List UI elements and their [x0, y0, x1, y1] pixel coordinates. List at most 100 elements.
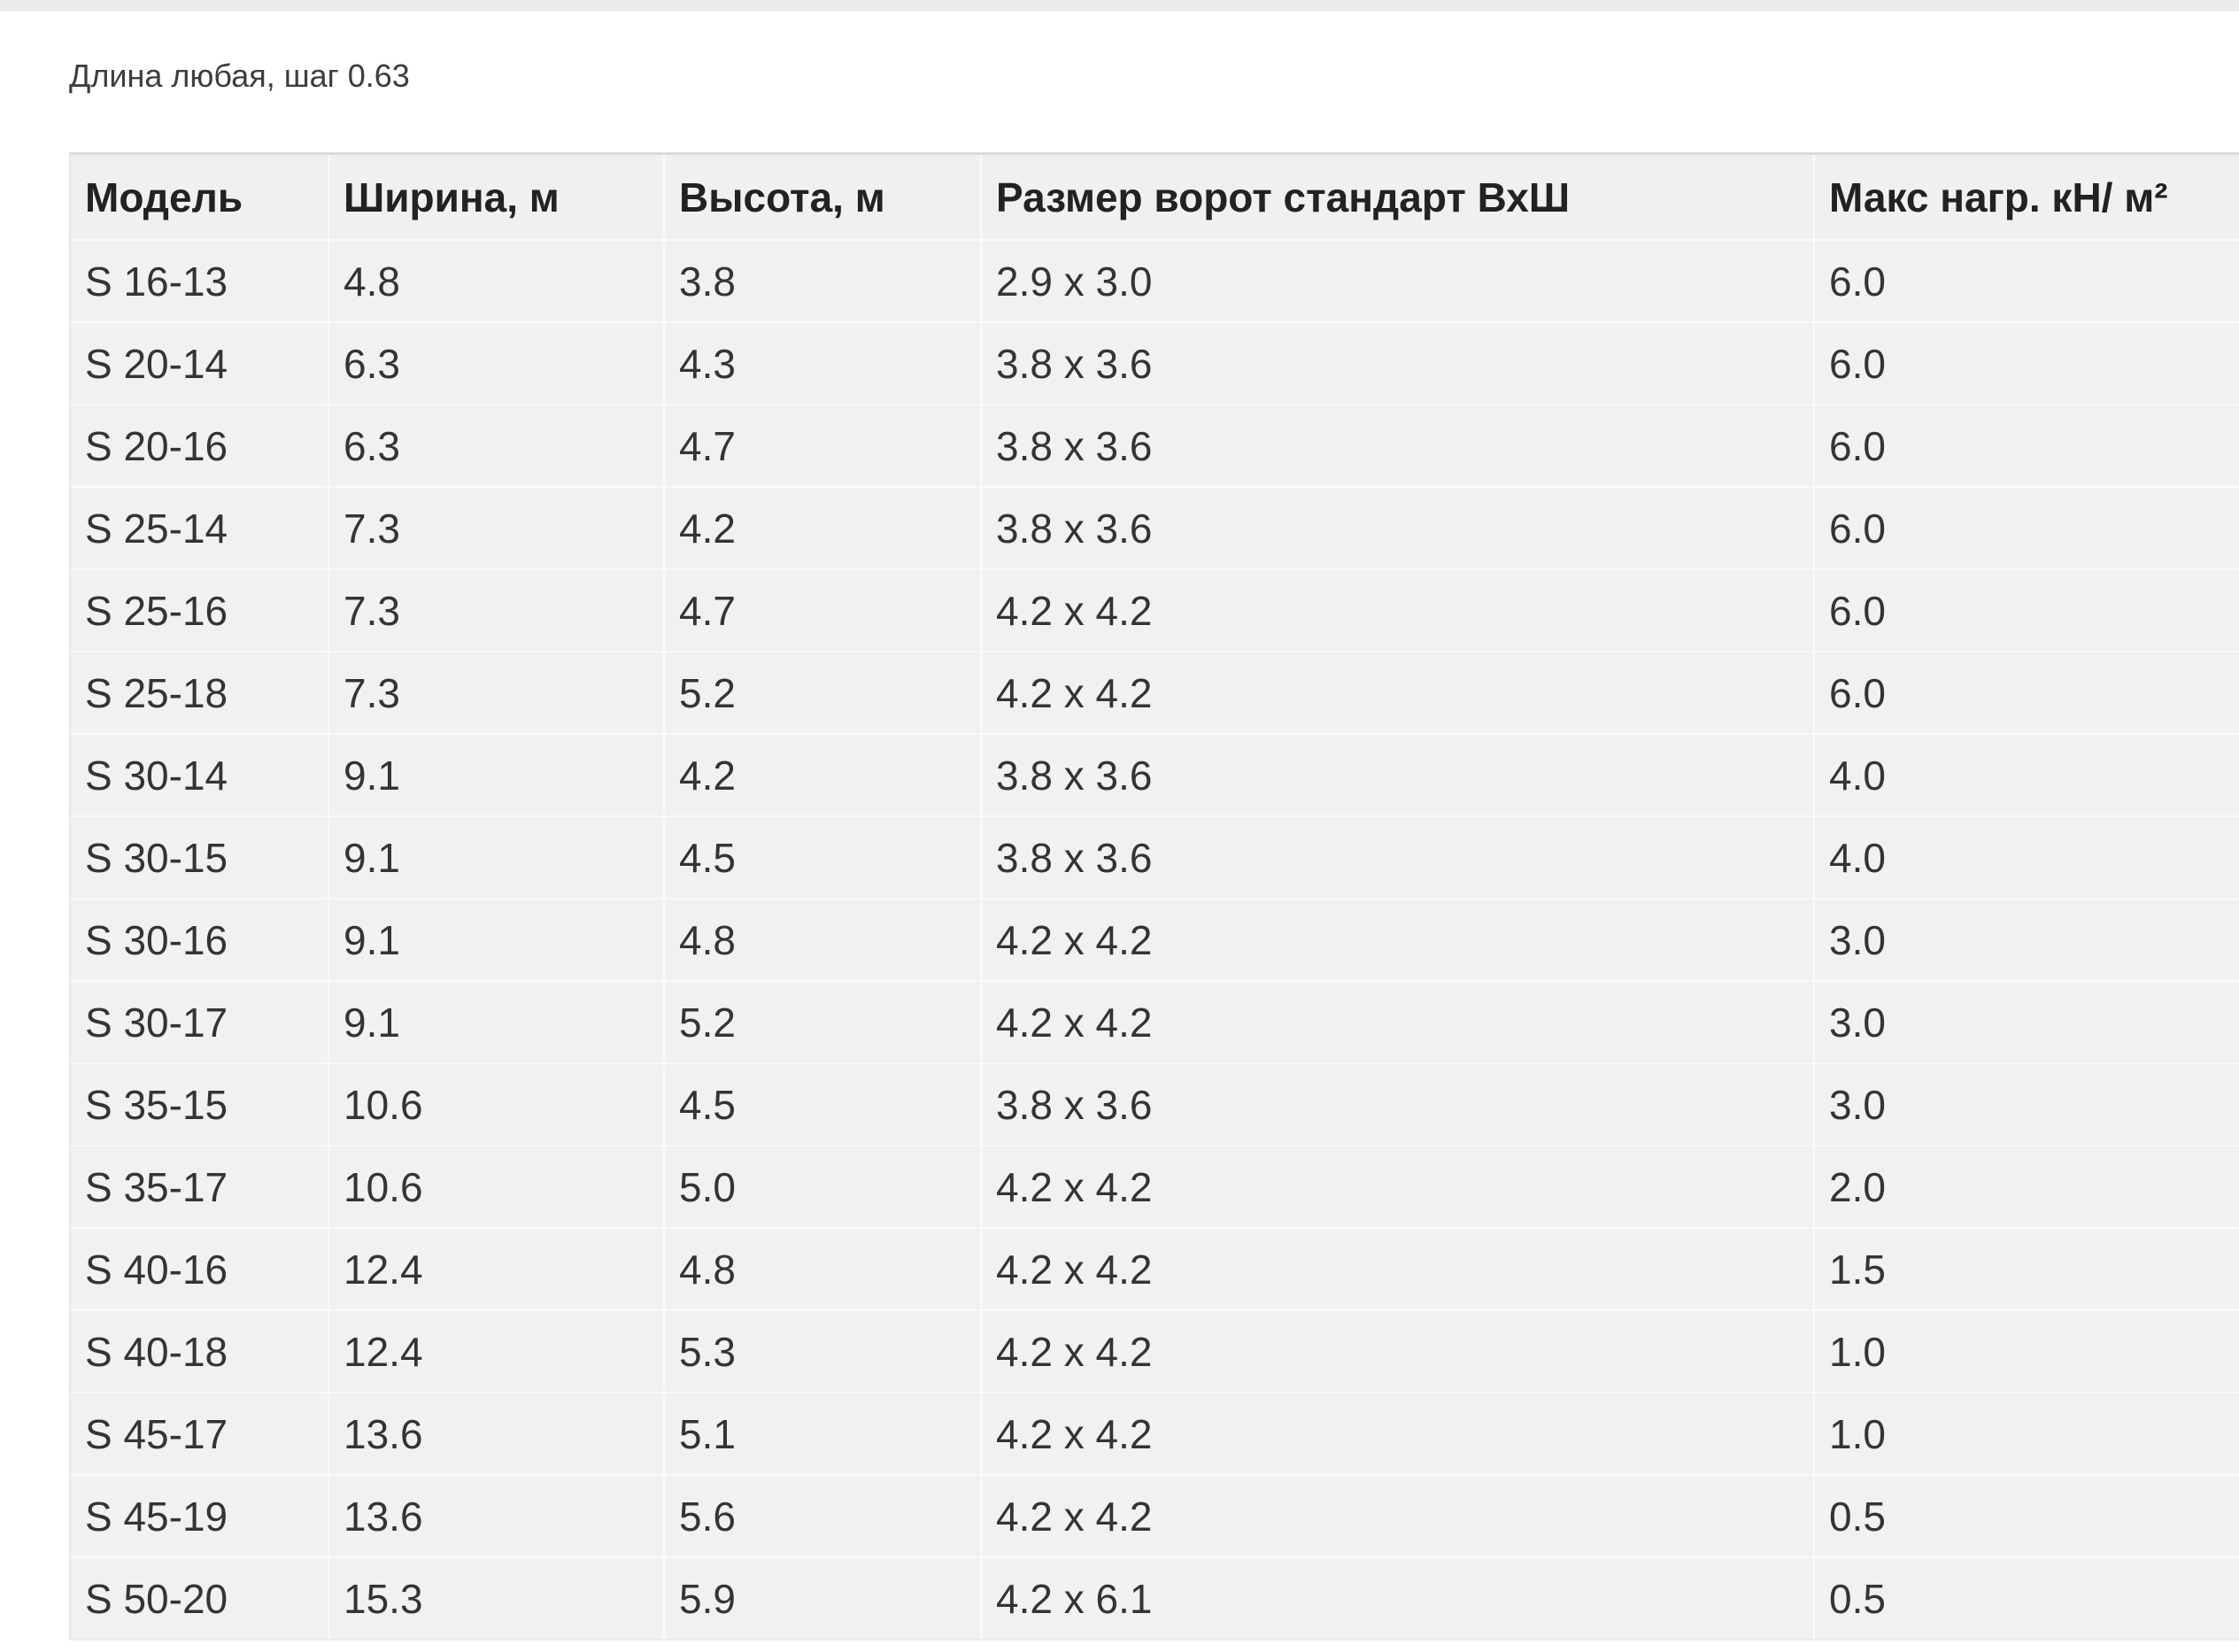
cell-max-load: 0.5: [1813, 1474, 2239, 1557]
cell-gate-size: 3.8 x 3.6: [980, 733, 1814, 816]
cell-width: 12.4: [328, 1309, 664, 1393]
cell-gate-size: 3.8 x 3.6: [980, 404, 1814, 487]
cell-model: S 30-16: [71, 898, 328, 981]
top-divider: [0, 0, 2239, 12]
cell-model: S 40-18: [71, 1309, 328, 1393]
table-row: S 30-16 9.1 4.8 4.2 x 4.2 3.0: [71, 898, 2239, 981]
cell-max-load: 6.0: [1813, 486, 2239, 569]
cell-height: 4.2: [663, 486, 981, 569]
cell-max-load: 4.0: [1813, 733, 2239, 816]
cell-gate-size: 4.2 x 4.2: [980, 980, 1814, 1063]
cell-gate-size: 4.2 x 4.2: [980, 651, 1814, 734]
cell-model: S 25-18: [71, 651, 328, 734]
cell-gate-size: 3.8 x 3.6: [980, 1062, 1814, 1146]
cell-height: 5.2: [663, 980, 981, 1063]
cell-width: 7.3: [328, 486, 664, 569]
cell-height: 4.7: [663, 404, 981, 487]
table-row: S 50-20 15.3 5.9 4.2 x 6.1 0.5: [71, 1556, 2239, 1640]
table-row: S 20-14 6.3 4.3 3.8 x 3.6 6.0: [71, 321, 2239, 405]
cell-gate-size: 3.8 x 3.6: [980, 486, 1814, 569]
table-row: S 45-19 13.6 5.6 4.2 x 4.2 0.5: [71, 1474, 2239, 1557]
cell-width: 15.3: [328, 1556, 664, 1640]
cell-max-load: 6.0: [1813, 321, 2239, 405]
cell-height: 4.5: [663, 815, 981, 899]
column-header-max-load: Макс нагр. кН/ м²: [1813, 155, 2239, 240]
cell-max-load: 0.5: [1813, 1556, 2239, 1640]
table-row: S 30-17 9.1 5.2 4.2 x 4.2 3.0: [71, 980, 2239, 1063]
cell-model: S 45-17: [71, 1392, 328, 1475]
cell-max-load: 1.0: [1813, 1392, 2239, 1475]
cell-width: 7.3: [328, 651, 664, 734]
cell-max-load: 2.0: [1813, 1145, 2239, 1228]
cell-gate-size: 4.2 x 4.2: [980, 1145, 1814, 1228]
cell-gate-size: 4.2 x 4.2: [980, 1309, 1814, 1393]
cell-gate-size: 4.2 x 4.2: [980, 1474, 1814, 1557]
table-row: S 45-17 13.6 5.1 4.2 x 4.2 1.0: [71, 1392, 2239, 1475]
table-row: S 30-15 9.1 4.5 3.8 x 3.6 4.0: [71, 815, 2239, 899]
cell-max-load: 3.0: [1813, 898, 2239, 981]
table-row: S 16-13 4.8 3.8 2.9 x 3.0 6.0: [71, 239, 2239, 322]
cell-width: 13.6: [328, 1392, 664, 1475]
cell-model: S 20-16: [71, 404, 328, 487]
cell-gate-size: 4.2 x 4.2: [980, 1227, 1814, 1310]
spec-table: Модель Ширина, м Высота, м Размер ворот ста…: [71, 155, 2239, 1640]
cell-max-load: 1.0: [1813, 1309, 2239, 1393]
column-header-gate-size: Размер ворот стандарт ВхШ: [980, 155, 1814, 240]
cell-gate-size: 4.2 x 4.2: [980, 568, 1814, 652]
cell-width: 13.6: [328, 1474, 664, 1557]
column-header-height: Высота, м: [663, 155, 981, 240]
cell-height: 5.0: [663, 1145, 981, 1228]
cell-model: S 16-13: [71, 239, 328, 322]
cell-model: S 30-15: [71, 815, 328, 899]
table-row: S 30-14 9.1 4.2 3.8 x 3.6 4.0: [71, 733, 2239, 816]
table-row: S 25-14 7.3 4.2 3.8 x 3.6 6.0: [71, 486, 2239, 569]
cell-model: S 35-17: [71, 1145, 328, 1228]
cell-height: 4.8: [663, 898, 981, 981]
cell-gate-size: 2.9 x 3.0: [980, 239, 1814, 322]
column-header-width: Ширина, м: [328, 155, 664, 240]
cell-height: 4.8: [663, 1227, 981, 1310]
cell-width: 9.1: [328, 815, 664, 899]
cell-gate-size: 4.2 x 4.2: [980, 1392, 1814, 1475]
cell-height: 3.8: [663, 239, 981, 322]
table-row: S 25-18 7.3 5.2 4.2 x 4.2 6.0: [71, 651, 2239, 734]
cell-height: 4.5: [663, 1062, 981, 1146]
cell-max-load: 3.0: [1813, 980, 2239, 1063]
table-row: S 40-18 12.4 5.3 4.2 x 4.2 1.0: [71, 1309, 2239, 1393]
cell-model: S 30-17: [71, 980, 328, 1063]
cell-max-load: 6.0: [1813, 568, 2239, 652]
cell-gate-size: 3.8 x 3.6: [980, 815, 1814, 899]
cell-height: 5.3: [663, 1309, 981, 1393]
table-row: S 35-15 10.6 4.5 3.8 x 3.6 3.0: [71, 1062, 2239, 1146]
cell-gate-size: 4.2 x 4.2: [980, 898, 1814, 981]
cell-model: S 25-16: [71, 568, 328, 652]
cell-height: 4.2: [663, 733, 981, 816]
cell-max-load: 6.0: [1813, 651, 2239, 734]
cell-max-load: 1.5: [1813, 1227, 2239, 1310]
table-row: S 35-17 10.6 5.0 4.2 x 4.2 2.0: [71, 1145, 2239, 1228]
cell-model: S 50-20: [71, 1556, 328, 1640]
cell-width: 9.1: [328, 980, 664, 1063]
header-row: Модель Ширина, м Высота, м Размер ворот ста…: [71, 155, 2239, 240]
spec-table-wrap: Модель Ширина, м Высота, м Размер ворот ста…: [69, 152, 2239, 1640]
cell-width: 12.4: [328, 1227, 664, 1310]
cell-height: 5.1: [663, 1392, 981, 1475]
cell-gate-size: 3.8 x 3.6: [980, 321, 1814, 405]
cell-model: S 25-14: [71, 486, 328, 569]
cell-height: 5.6: [663, 1474, 981, 1557]
cell-height: 5.9: [663, 1556, 981, 1640]
cell-model: S 30-14: [71, 733, 328, 816]
column-header-model: Модель: [71, 155, 328, 240]
cell-max-load: 4.0: [1813, 815, 2239, 899]
cell-max-load: 6.0: [1813, 239, 2239, 322]
cell-width: 6.3: [328, 404, 664, 487]
cell-model: S 40-16: [71, 1227, 328, 1310]
cell-model: S 20-14: [71, 321, 328, 405]
cell-width: 7.3: [328, 568, 664, 652]
cell-width: 9.1: [328, 898, 664, 981]
cell-width: 4.8: [328, 239, 664, 322]
cell-model: S 35-15: [71, 1062, 328, 1146]
cell-height: 5.2: [663, 651, 981, 734]
length-step-note: Длина любая, шаг 0.63: [69, 58, 410, 94]
cell-model: S 45-19: [71, 1474, 328, 1557]
